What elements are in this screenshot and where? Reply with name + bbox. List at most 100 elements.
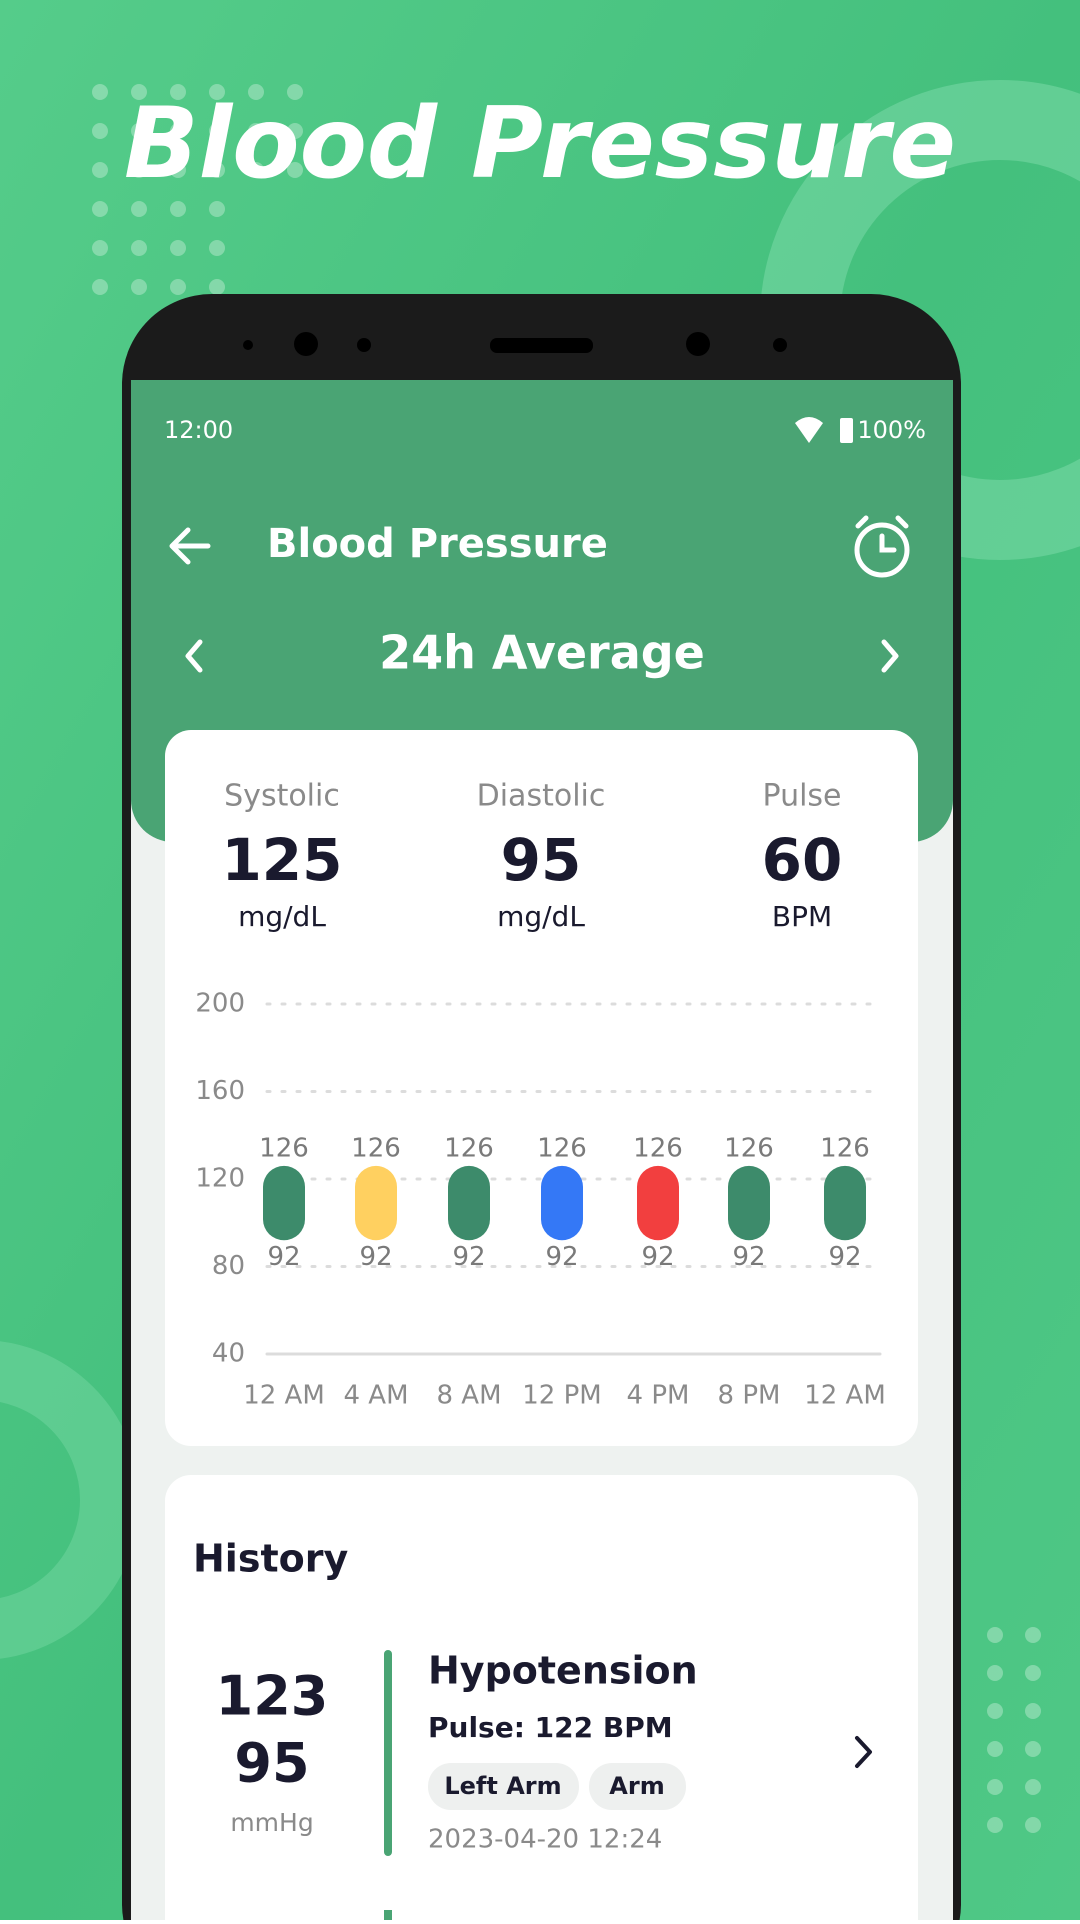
stat-unit: mg/dL [238, 900, 326, 933]
y-tick-label: 120 [195, 1164, 245, 1194]
x-tick-label: 12 AM [243, 1381, 325, 1411]
dot [170, 279, 186, 295]
sensor [773, 338, 787, 352]
x-tick-label: 4 AM [343, 1381, 408, 1411]
summary-card [165, 730, 918, 1446]
low-label: 92 [452, 1242, 485, 1272]
camera [294, 332, 318, 356]
sensor [243, 340, 253, 350]
dot [92, 201, 108, 217]
x-tick-label: 12 PM [522, 1381, 601, 1411]
history-title: History [193, 1537, 348, 1581]
y-tick-label: 200 [195, 989, 245, 1019]
back-button[interactable] [169, 527, 211, 565]
dot [131, 84, 147, 100]
x-tick-label: 4 PM [627, 1381, 690, 1411]
stat-value: 60 [762, 826, 843, 894]
entry-diastolic: 95 [234, 1732, 309, 1795]
entry-indicator [384, 1910, 392, 1920]
speaker [490, 338, 593, 353]
dot [248, 162, 264, 178]
dot [1025, 1627, 1041, 1643]
stat-label: Systolic [224, 779, 340, 814]
low-label: 92 [732, 1242, 765, 1272]
alarm-button[interactable] [854, 515, 910, 578]
entry-open[interactable] [855, 1736, 872, 1768]
period-title: 24h Average [379, 626, 705, 680]
high-label: 126 [444, 1133, 494, 1163]
dot [170, 201, 186, 217]
dot [131, 201, 147, 217]
dot [131, 240, 147, 256]
dot [248, 84, 264, 100]
dot [287, 123, 303, 139]
low-label: 92 [828, 1242, 861, 1272]
dot [287, 162, 303, 178]
dot [987, 1817, 1003, 1833]
high-label: 126 [820, 1133, 870, 1163]
dot [209, 162, 225, 178]
stats: Systolic 125 mg/dL Diastolic 95 mg/dL Pulse 60 B… [221, 779, 842, 934]
decor-ring [0, 1341, 140, 1659]
dot [987, 1741, 1003, 1757]
stat-label: Diastolic [477, 779, 606, 814]
dot [209, 201, 225, 217]
dot [987, 1627, 1003, 1643]
entry-unit: mmHg [230, 1808, 313, 1837]
low-label: 92 [545, 1242, 578, 1272]
range-bar [824, 1165, 866, 1241]
promo-title: Blood Pressure [124, 87, 956, 201]
tag-chip [428, 1763, 579, 1810]
prev-period[interactable] [185, 639, 203, 673]
high-label: 126 [259, 1133, 309, 1163]
range-bar [728, 1165, 770, 1241]
tag-label: Arm [609, 1772, 664, 1800]
dot [987, 1779, 1003, 1795]
dot [1025, 1817, 1041, 1833]
stat-value: 95 [501, 826, 582, 894]
dot [248, 123, 264, 139]
low-label: 92 [641, 1242, 674, 1272]
dot [987, 1703, 1003, 1719]
sensor [357, 338, 371, 352]
dot [92, 240, 108, 256]
range-bar [637, 1165, 679, 1241]
entry-pulse: Pulse: 122 BPM [428, 1711, 673, 1744]
dot [92, 123, 108, 139]
dot [287, 84, 303, 100]
wifi-icon [795, 417, 823, 443]
dot [131, 162, 147, 178]
low-label: 92 [267, 1242, 300, 1272]
stat-unit: BPM [772, 900, 832, 933]
range-bar [448, 1165, 490, 1241]
camera [686, 332, 710, 356]
y-tick-label: 40 [212, 1339, 245, 1369]
chart: 40 80 120 160 200 12 AM 126 92 4 AM 126 92 8 AM 126 9… [195, 989, 885, 1411]
y-tick-label: 80 [212, 1251, 245, 1281]
entry-indicator [384, 1650, 392, 1856]
dot [209, 279, 225, 295]
app-header [131, 380, 953, 842]
entry-status: Hypotension [428, 1649, 698, 1693]
entry-systolic: 123 [216, 1665, 329, 1728]
low-label: 92 [359, 1242, 392, 1272]
next-period[interactable] [881, 639, 899, 673]
range-bar [541, 1165, 583, 1241]
dot [1025, 1779, 1041, 1795]
tag-chip [589, 1763, 686, 1810]
dot [170, 240, 186, 256]
entry-date: 2023-04-20 12:24 [428, 1825, 662, 1855]
dot [131, 123, 147, 139]
x-tick-label: 8 AM [436, 1381, 501, 1411]
y-tick-label: 160 [195, 1076, 245, 1106]
range-bar [355, 1165, 397, 1241]
status-time: 12:00 [164, 416, 233, 444]
status-battery: 100% [857, 416, 926, 444]
dot [209, 240, 225, 256]
dot [92, 162, 108, 178]
dot [170, 162, 186, 178]
dot [1025, 1665, 1041, 1681]
dot [1025, 1741, 1041, 1757]
x-tick-label: 12 AM [804, 1381, 886, 1411]
